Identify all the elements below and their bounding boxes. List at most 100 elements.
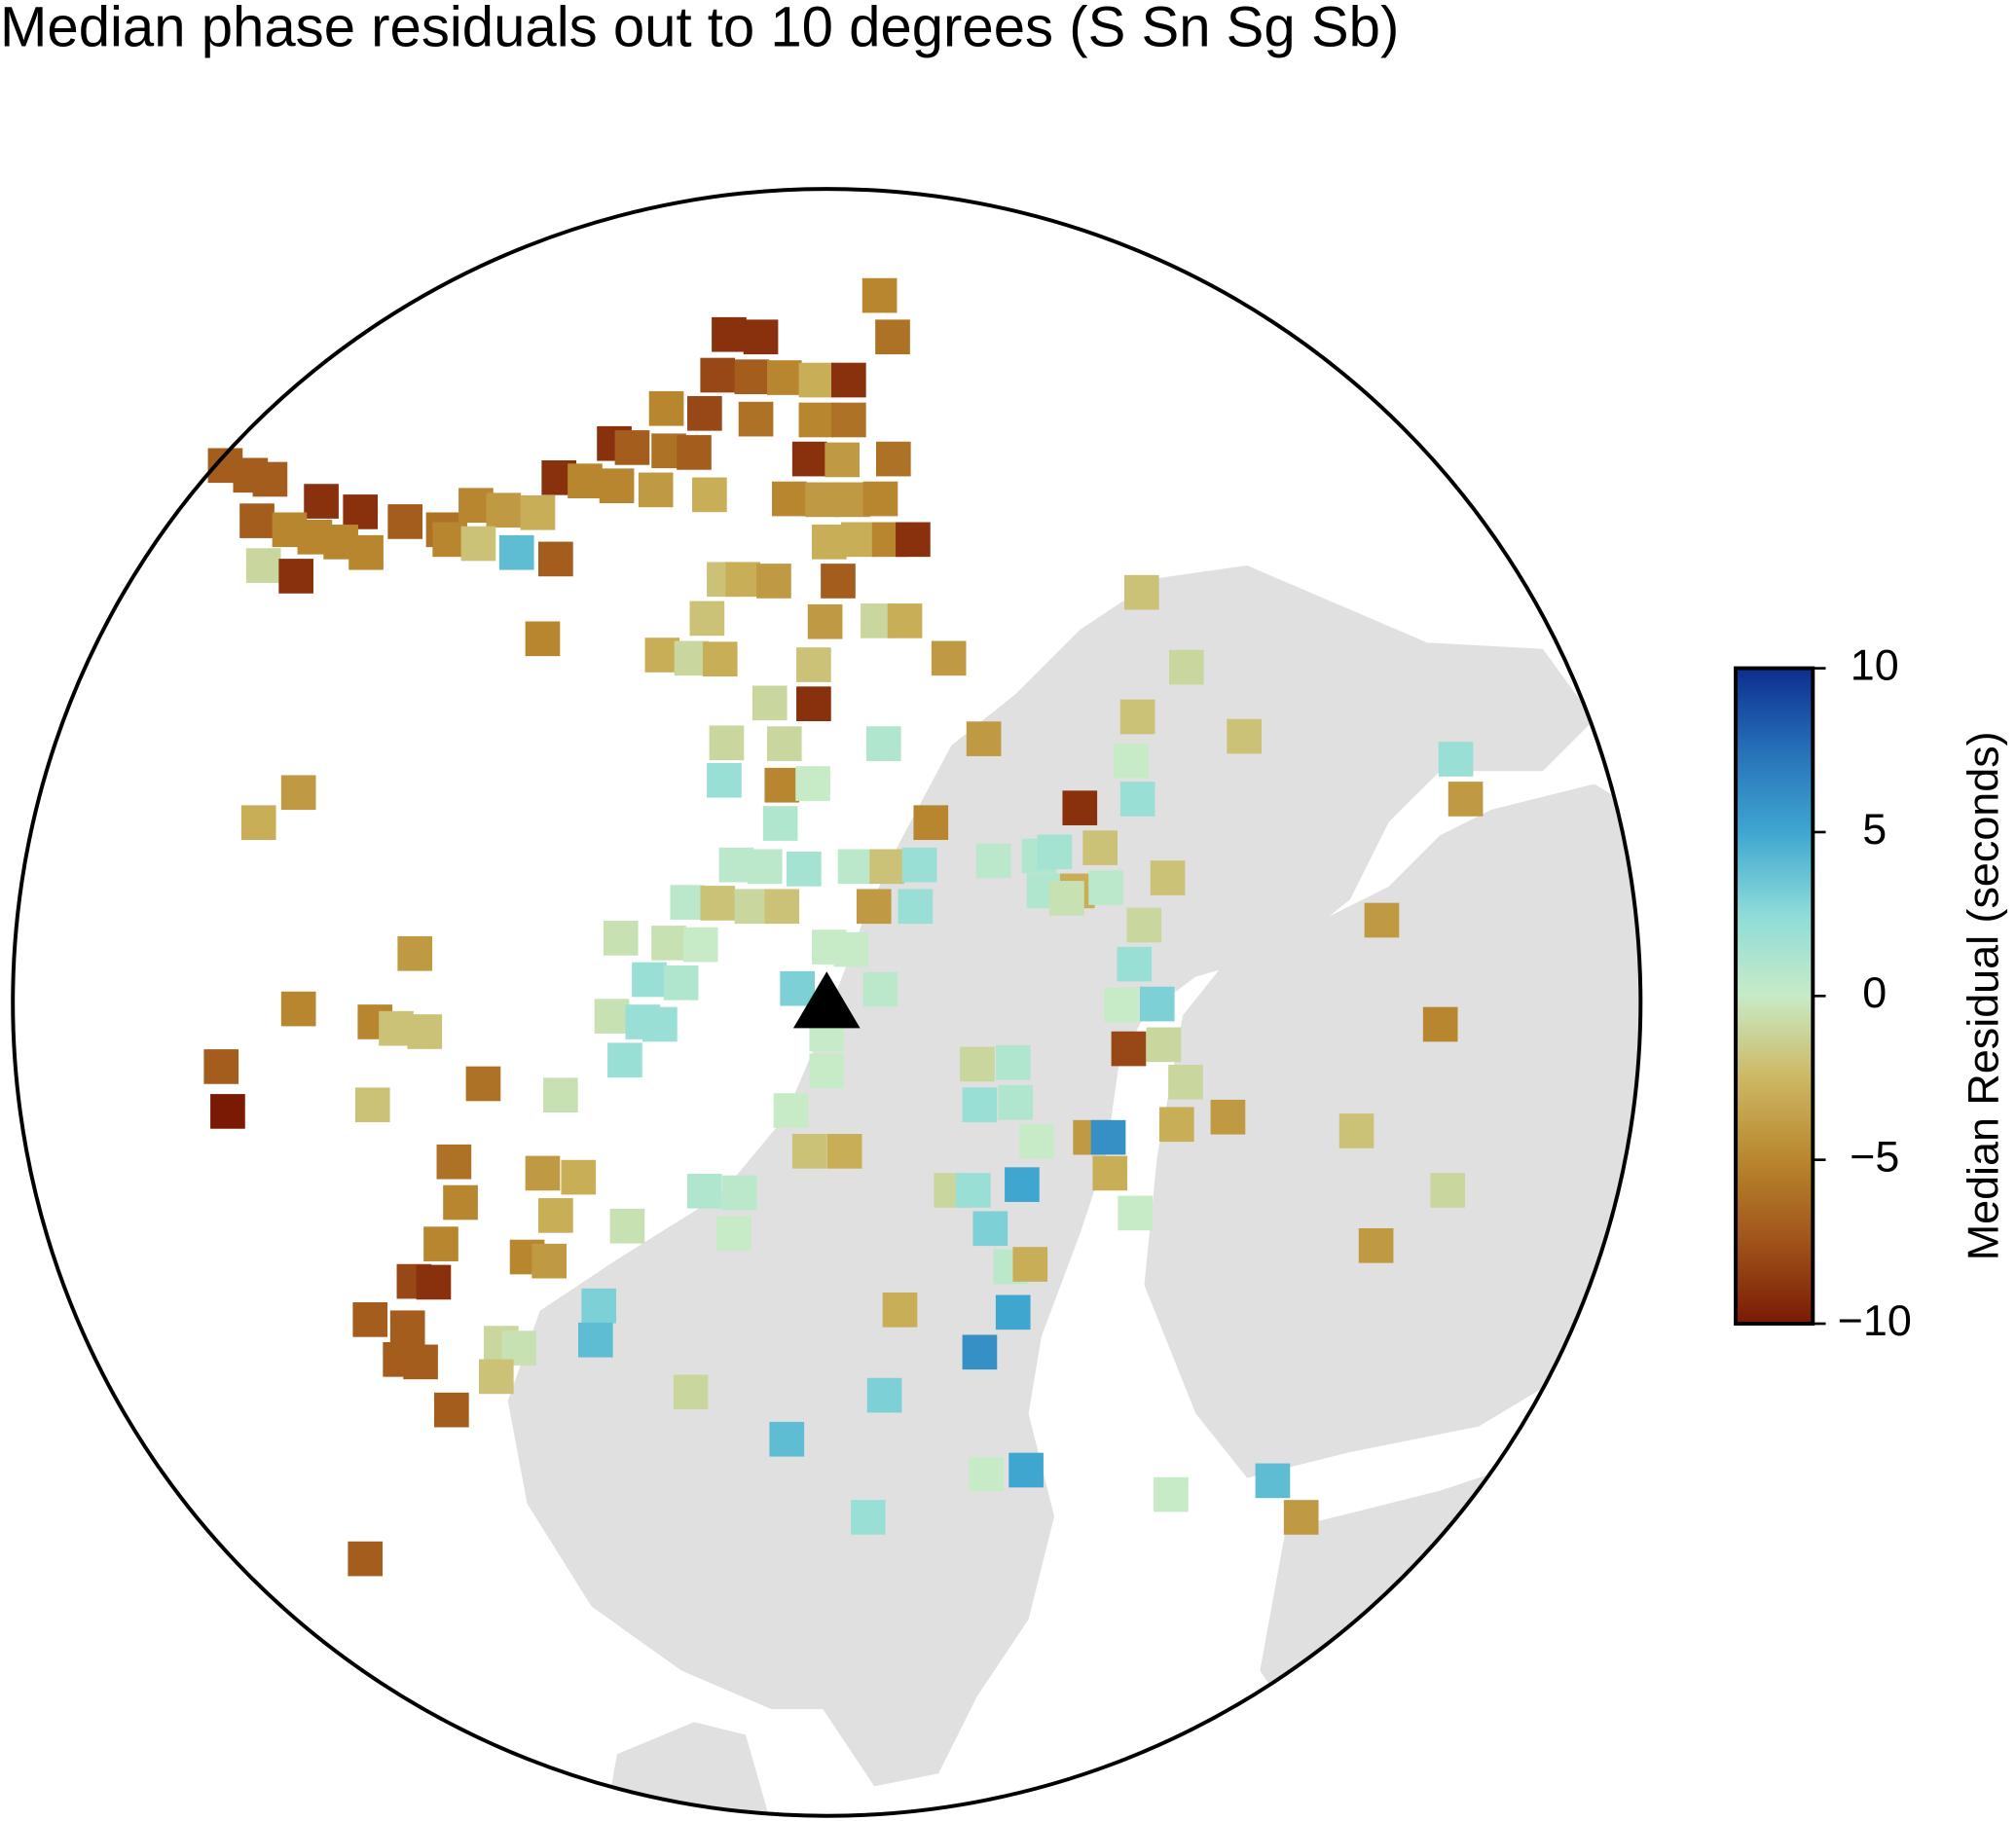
station-square bbox=[434, 1392, 469, 1428]
station-square bbox=[416, 1264, 452, 1300]
station-square bbox=[725, 562, 760, 598]
map-boundary bbox=[11, 187, 1643, 1818]
station-square bbox=[1168, 649, 1204, 685]
station-square bbox=[1008, 1452, 1044, 1488]
station-square bbox=[403, 1344, 438, 1380]
station-square bbox=[1012, 1247, 1048, 1282]
station-square bbox=[240, 805, 276, 841]
colorbar-tick-label: 5 bbox=[1862, 804, 1887, 854]
station-square bbox=[1126, 907, 1162, 943]
station-square bbox=[756, 564, 791, 599]
station-square bbox=[764, 767, 800, 803]
station-square bbox=[538, 1198, 573, 1233]
station-square bbox=[882, 1293, 918, 1328]
station-square bbox=[1154, 1476, 1189, 1512]
station-square bbox=[663, 965, 699, 1001]
station-square bbox=[577, 1322, 613, 1358]
station-square bbox=[1062, 790, 1098, 825]
station-square bbox=[1082, 830, 1118, 865]
station-square bbox=[798, 402, 834, 438]
station-square bbox=[568, 463, 603, 498]
station-square bbox=[1430, 1173, 1466, 1208]
colorbar-tick-label: −10 bbox=[1838, 1295, 1912, 1345]
station-square bbox=[780, 970, 816, 1006]
station-square bbox=[1139, 986, 1175, 1022]
station-square bbox=[304, 484, 339, 519]
colorbar-label: Median Residual (seconds) bbox=[1958, 731, 2007, 1260]
station-square bbox=[407, 1014, 443, 1049]
station-square bbox=[887, 603, 923, 638]
station-square bbox=[764, 889, 800, 925]
station-square bbox=[865, 726, 901, 761]
station-square bbox=[1037, 834, 1073, 870]
station-square bbox=[707, 762, 742, 798]
station-square bbox=[795, 766, 830, 801]
finland bbox=[1144, 783, 1641, 1478]
station-square bbox=[866, 1377, 902, 1413]
station-square bbox=[423, 1226, 458, 1261]
station-square bbox=[851, 1500, 886, 1535]
station-square bbox=[614, 430, 650, 465]
station-square bbox=[692, 477, 727, 513]
station-square bbox=[1092, 1155, 1128, 1191]
station-square bbox=[460, 526, 496, 562]
station-square bbox=[796, 647, 831, 682]
station-square bbox=[833, 931, 869, 967]
station-square bbox=[966, 721, 1002, 756]
station-square bbox=[280, 991, 316, 1027]
station-square bbox=[538, 541, 573, 577]
station-square bbox=[607, 1042, 642, 1078]
station-square bbox=[751, 685, 788, 721]
station-square bbox=[960, 1046, 995, 1082]
station-square bbox=[520, 494, 556, 530]
station-square bbox=[525, 621, 561, 657]
station-square bbox=[791, 1134, 827, 1169]
station-square bbox=[1123, 574, 1159, 610]
station-square bbox=[841, 522, 876, 558]
station-square bbox=[975, 843, 1011, 879]
station-square bbox=[709, 725, 745, 761]
station-square bbox=[712, 316, 747, 352]
station-square bbox=[837, 849, 873, 885]
station-square bbox=[670, 885, 706, 920]
colorbar-tick-label: −5 bbox=[1850, 1132, 1899, 1182]
station-square bbox=[1088, 870, 1123, 905]
station-square bbox=[798, 362, 834, 398]
station-square bbox=[898, 889, 934, 925]
station-square bbox=[1227, 718, 1262, 754]
station-square bbox=[543, 1077, 578, 1113]
station-square bbox=[901, 847, 937, 883]
station-square bbox=[1119, 782, 1155, 817]
colorbar-tick-label: 0 bbox=[1862, 967, 1887, 1017]
station-square bbox=[498, 534, 534, 570]
station-square bbox=[913, 805, 949, 841]
station-square bbox=[787, 852, 822, 887]
station-square bbox=[734, 359, 770, 394]
station-square bbox=[387, 504, 423, 539]
station-square bbox=[354, 1087, 390, 1123]
station-square bbox=[561, 1159, 597, 1195]
station-square bbox=[1448, 782, 1484, 817]
station-square bbox=[581, 1288, 617, 1324]
station-square bbox=[700, 357, 736, 393]
station-square bbox=[773, 1093, 809, 1128]
station-square bbox=[682, 927, 718, 963]
station-square bbox=[632, 962, 667, 998]
station-square bbox=[807, 603, 843, 639]
station-square bbox=[875, 319, 910, 355]
station-square bbox=[644, 637, 680, 673]
station-square bbox=[998, 1084, 1034, 1120]
station-square bbox=[687, 395, 722, 431]
station-square bbox=[995, 1044, 1031, 1080]
station-square bbox=[648, 390, 684, 426]
station-square bbox=[1146, 1027, 1182, 1063]
colorbar-gradient bbox=[1734, 666, 1815, 1326]
station-square bbox=[343, 494, 379, 529]
reference-station bbox=[792, 971, 861, 1029]
land bbox=[507, 565, 1641, 1816]
station-square bbox=[1283, 1500, 1319, 1535]
station-square bbox=[826, 1134, 862, 1169]
station-square bbox=[955, 1173, 991, 1208]
station-square bbox=[969, 1456, 1004, 1492]
